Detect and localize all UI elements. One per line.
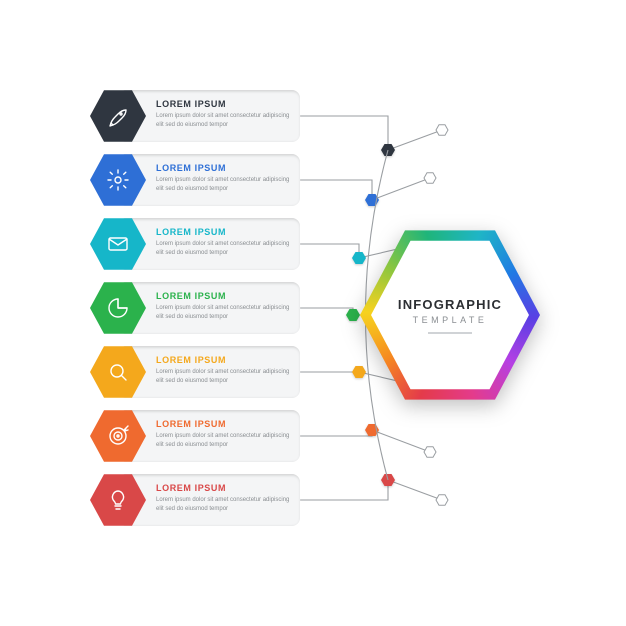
item-hex-icon	[90, 472, 146, 528]
item-hex-icon	[90, 88, 146, 144]
item-hex-icon	[90, 408, 146, 464]
item-desc: Lorem ipsum dolor sit amet consectetur a…	[156, 240, 290, 257]
item-desc: Lorem ipsum dolor sit amet consectetur a…	[156, 176, 290, 193]
item-title: LOREM IPSUM	[156, 99, 290, 109]
target-icon	[106, 424, 130, 448]
item-hex-icon	[90, 280, 146, 336]
item-desc: Lorem ipsum dolor sit amet consectetur a…	[156, 112, 290, 129]
info-item-7: LOREM IPSUM Lorem ipsum dolor sit amet c…	[90, 474, 300, 526]
rocket-icon	[106, 104, 130, 128]
item-title: LOREM IPSUM	[156, 355, 290, 365]
item-title: LOREM IPSUM	[156, 483, 290, 493]
pie-icon	[106, 296, 130, 320]
gear-icon	[106, 168, 130, 192]
info-item-1: LOREM IPSUM Lorem ipsum dolor sit amet c…	[90, 90, 300, 142]
item-desc: Lorem ipsum dolor sit amet consectetur a…	[156, 368, 290, 385]
item-title: LOREM IPSUM	[156, 291, 290, 301]
item-desc: Lorem ipsum dolor sit amet consectetur a…	[156, 496, 290, 513]
item-desc: Lorem ipsum dolor sit amet consectetur a…	[156, 432, 290, 449]
mail-icon	[106, 232, 130, 256]
item-hex-icon	[90, 216, 146, 272]
center-underline	[428, 332, 472, 334]
info-item-6: LOREM IPSUM Lorem ipsum dolor sit amet c…	[90, 410, 300, 462]
bulb-icon	[106, 488, 130, 512]
info-item-2: LOREM IPSUM Lorem ipsum dolor sit amet c…	[90, 154, 300, 206]
item-desc: Lorem ipsum dolor sit amet consectetur a…	[156, 304, 290, 321]
info-item-5: LOREM IPSUM Lorem ipsum dolor sit amet c…	[90, 346, 300, 398]
center-hexagon: INFOGRAPHIC TEMPLATE	[360, 225, 540, 405]
center-title: INFOGRAPHIC	[398, 297, 502, 312]
item-title: LOREM IPSUM	[156, 419, 290, 429]
item-hex-icon	[90, 344, 146, 400]
item-title: LOREM IPSUM	[156, 163, 290, 173]
item-hex-icon	[90, 152, 146, 208]
center-subtitle: TEMPLATE	[413, 315, 488, 325]
search-icon	[106, 360, 130, 384]
info-item-3: LOREM IPSUM Lorem ipsum dolor sit amet c…	[90, 218, 300, 270]
info-item-4: LOREM IPSUM Lorem ipsum dolor sit amet c…	[90, 282, 300, 334]
item-title: LOREM IPSUM	[156, 227, 290, 237]
